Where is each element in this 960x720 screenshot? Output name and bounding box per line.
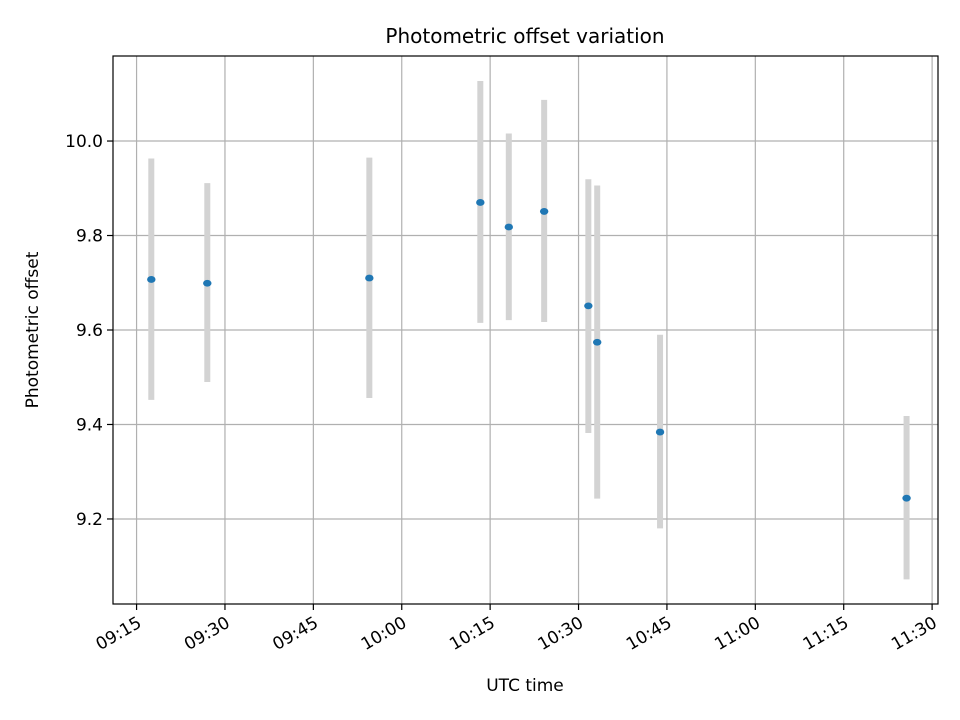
data-points	[147, 199, 911, 502]
data-point	[655, 428, 665, 436]
data-point	[504, 223, 514, 231]
chart-title: Photometric offset variation	[385, 24, 664, 48]
grid	[113, 56, 938, 604]
data-point	[539, 208, 549, 215]
x-tick-label: 11:00	[711, 613, 763, 655]
x-tick-label: 11:30	[888, 613, 940, 655]
data-point	[476, 199, 485, 206]
data-point	[365, 274, 374, 282]
data-point	[147, 276, 156, 283]
x-tick-label: 09:30	[181, 613, 233, 655]
x-tick-label: 09:15	[93, 613, 145, 655]
y-axis-label: Photometric offset	[23, 251, 43, 408]
x-tick-label: 10:15	[446, 613, 498, 655]
data-point	[902, 494, 911, 502]
y-tick-label: 9.6	[76, 321, 103, 341]
x-tick-label: 09:45	[269, 613, 321, 655]
data-point	[592, 338, 602, 346]
x-tick-label: 10:00	[358, 613, 410, 655]
y-tick-label: 9.4	[76, 415, 103, 435]
data-point	[584, 302, 593, 310]
x-axis-ticks: 09:15 09:30 09:45 10:00 10:15 10:30 10:45 11:00…	[93, 604, 941, 655]
y-tick-label: 9.2	[76, 510, 103, 530]
x-tick-label: 11:15	[800, 613, 852, 655]
data-point	[203, 279, 212, 287]
x-tick-label: 10:45	[623, 613, 675, 655]
y-axis-ticks: 9.2 9.4 9.6 9.8 10.0	[65, 132, 113, 530]
y-tick-label: 9.8	[76, 227, 103, 247]
y-tick-label: 10.0	[65, 132, 103, 152]
x-axis-label: UTC time	[486, 676, 564, 696]
x-tick-label: 10:30	[535, 613, 587, 655]
